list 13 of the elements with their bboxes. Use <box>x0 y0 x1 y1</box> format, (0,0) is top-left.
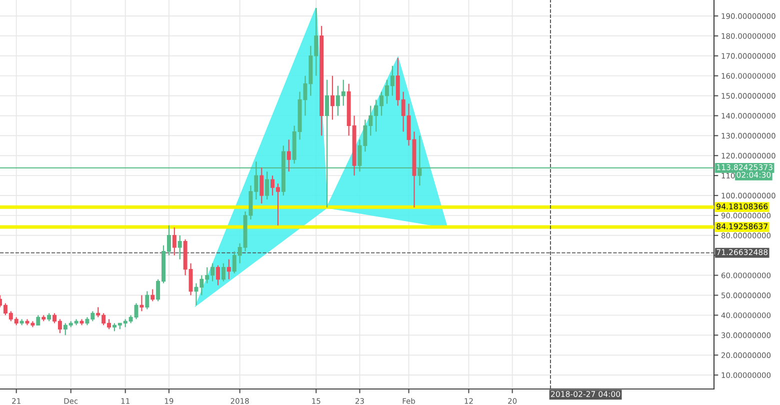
candlestick <box>260 167 264 204</box>
candlestick <box>330 75 334 120</box>
candlestick <box>286 139 291 172</box>
candlestick <box>221 262 226 282</box>
candlestick <box>36 314 40 326</box>
candlestick <box>145 290 150 310</box>
candlestick <box>150 288 155 302</box>
candlestick <box>178 234 182 260</box>
candlestick <box>216 264 220 286</box>
candlestick <box>226 258 231 280</box>
candlestick <box>140 294 144 312</box>
candlestick <box>265 171 270 200</box>
candlestick <box>172 226 176 256</box>
